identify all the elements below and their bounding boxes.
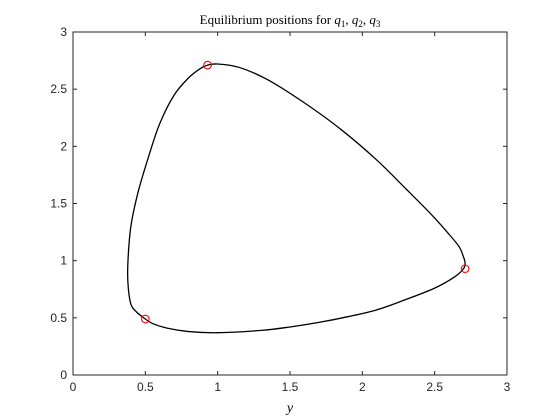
title-symbol: q <box>334 12 341 27</box>
x-tick-label: 0 <box>70 380 77 394</box>
y-tick-label: 1.5 <box>50 197 67 211</box>
title-symbol: q <box>369 12 376 27</box>
x-axis-label: y <box>285 401 294 416</box>
title-subscript: 3 <box>376 19 381 29</box>
title-symbol: q <box>352 12 359 27</box>
y-tick-label: 2 <box>60 139 67 153</box>
marker-layer <box>140 60 470 324</box>
x-tick-label: 1.5 <box>282 380 299 394</box>
y-tick-label: 0 <box>60 368 67 382</box>
x-tick-label: 3 <box>504 380 511 394</box>
y-tick-label: 3 <box>60 25 67 39</box>
y-tick-label: 0.5 <box>50 311 67 325</box>
y-tick-label: 2.5 <box>50 82 67 96</box>
title-subscript: 2 <box>358 19 363 29</box>
equilibrium-point-marker <box>460 264 470 274</box>
x-tick-label: 2.5 <box>426 380 443 394</box>
title-separator: , <box>363 12 370 27</box>
x-tick-label: 2 <box>359 380 366 394</box>
equilibrium-curve <box>126 63 466 334</box>
equilibrium-point-marker <box>140 314 150 324</box>
title-separator: , <box>345 12 352 27</box>
title-text: Equilibrium positions for <box>200 12 335 27</box>
chart-title: Equilibrium positions for q1, q2, q3 <box>200 12 381 29</box>
plot-area <box>73 32 507 375</box>
equilibrium-point-marker <box>203 60 212 70</box>
curve-layer <box>126 63 466 334</box>
y-axis-ticks: 0 0.5 1 1.5 2 2.5 3 <box>50 25 507 382</box>
title-subscript: 1 <box>341 19 346 29</box>
x-axis-ticks: 0 0.5 1 1.5 2 2.5 3 <box>70 32 511 394</box>
x-tick-label: 1 <box>214 380 221 394</box>
x-tick-label: 0.5 <box>137 380 154 394</box>
y-tick-label: 1 <box>60 254 67 268</box>
